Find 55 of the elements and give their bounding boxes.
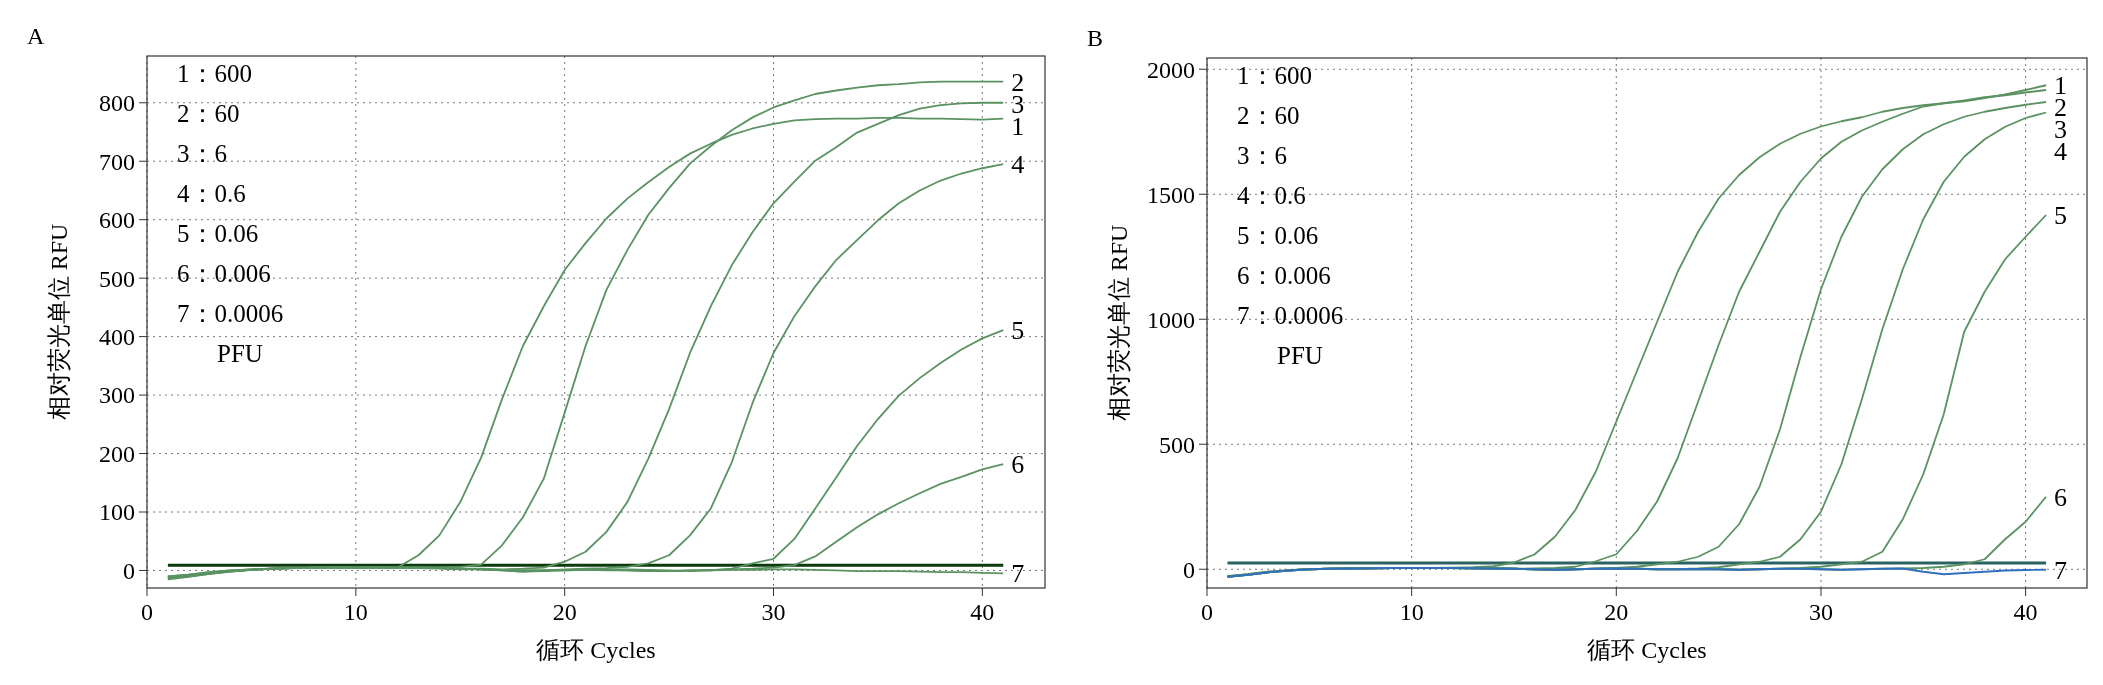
series-label: 6 bbox=[2054, 482, 2068, 512]
x-tick-label: 30 bbox=[1808, 599, 1833, 625]
annotation: 5：0.06 bbox=[1237, 222, 1319, 249]
annotation: 1：600 bbox=[1237, 62, 1312, 89]
y-tick-label: 0 bbox=[1183, 556, 1195, 583]
x-tick-label: 10 bbox=[1399, 599, 1424, 625]
annotation: 2：60 bbox=[1237, 102, 1300, 129]
series-label: 7 bbox=[1011, 559, 1025, 589]
annotation: 1：600 bbox=[177, 60, 252, 87]
y-tick-label: 200 bbox=[99, 440, 135, 467]
annotation: 6：0.006 bbox=[177, 260, 271, 287]
x-tick-label: 0 bbox=[141, 599, 153, 625]
y-axis-title: 相对荧光单位 RFU bbox=[46, 223, 72, 421]
annotation: 4：0.6 bbox=[1237, 182, 1306, 209]
series-label: 4 bbox=[1011, 150, 1025, 180]
x-tick-label: 40 bbox=[970, 599, 995, 625]
annotation: 3：6 bbox=[177, 140, 227, 167]
annotation: 7：0.0006 bbox=[1237, 302, 1344, 329]
x-tick-label: 20 bbox=[1604, 599, 1629, 625]
annotation: PFU bbox=[217, 340, 263, 367]
x-axis-title: 循环 Cycles bbox=[1587, 637, 1707, 663]
x-tick-label: 0 bbox=[1201, 599, 1213, 625]
y-tick-label: 2000 bbox=[1147, 56, 1195, 83]
series-label: 5 bbox=[1011, 316, 1025, 346]
y-tick-label: 700 bbox=[99, 148, 135, 175]
y-tick-label: 400 bbox=[99, 324, 135, 351]
y-tick-label: 600 bbox=[99, 207, 135, 234]
annotation: 7：0.0006 bbox=[177, 300, 284, 327]
y-axis-title: 相对荧光单位 RFU bbox=[1106, 224, 1132, 422]
annotation: PFU bbox=[1277, 342, 1323, 369]
series-label: 4 bbox=[2054, 137, 2068, 167]
annotation: 3：6 bbox=[1237, 142, 1287, 169]
annotation: 2：60 bbox=[177, 100, 240, 127]
y-tick-label: 1000 bbox=[1147, 306, 1195, 333]
y-tick-label: 500 bbox=[99, 265, 135, 292]
annotation: 6：0.006 bbox=[1237, 262, 1331, 289]
annotation: 5：0.06 bbox=[177, 220, 259, 247]
chart-title: A bbox=[27, 23, 45, 49]
series-label: 7 bbox=[2054, 555, 2068, 585]
y-tick-label: 0 bbox=[123, 557, 135, 584]
x-axis-title: 循环 Cycles bbox=[536, 637, 656, 663]
annotation: 4：0.6 bbox=[177, 180, 246, 207]
x-tick-label: 40 bbox=[2013, 599, 2038, 625]
x-tick-label: 10 bbox=[343, 599, 368, 625]
series-label: 2 bbox=[1011, 67, 1025, 97]
y-tick-label: 1500 bbox=[1147, 181, 1195, 208]
x-tick-label: 30 bbox=[761, 599, 786, 625]
series-label: 5 bbox=[2054, 201, 2068, 231]
chart-title: B bbox=[1087, 25, 1104, 51]
y-tick-label: 500 bbox=[1159, 431, 1195, 458]
y-tick-label: 100 bbox=[99, 499, 135, 526]
series-label: 6 bbox=[1011, 450, 1025, 480]
y-tick-label: 300 bbox=[99, 382, 135, 409]
x-tick-label: 20 bbox=[552, 599, 577, 625]
y-tick-label: 800 bbox=[99, 90, 135, 117]
